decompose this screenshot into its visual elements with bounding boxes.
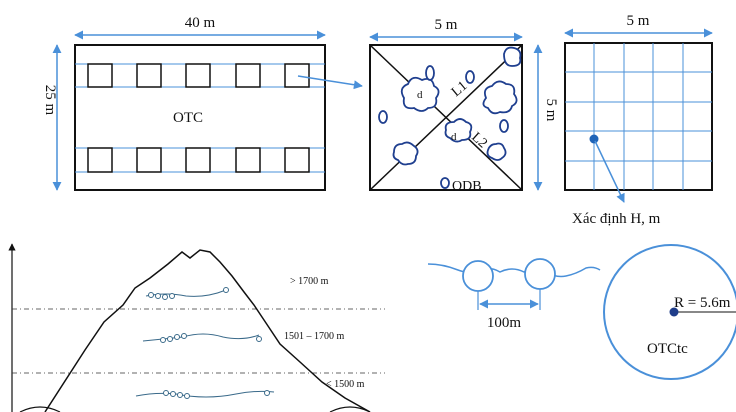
transect-point xyxy=(181,333,187,339)
odb-diameter-label: d xyxy=(451,131,457,143)
grid-caption: Xác định H, m xyxy=(572,211,661,227)
height-grid-panel: 5 m Xác định H, m xyxy=(564,13,713,227)
transect-line-low xyxy=(135,390,275,398)
tree-crown-icon xyxy=(486,142,507,161)
grid-subplot-boundary xyxy=(564,42,713,191)
mountain-base-curve xyxy=(19,406,371,412)
transect-point xyxy=(148,292,154,298)
elevation-panel: > 1700 m 1501 – 1700 m < 1500 m xyxy=(8,243,385,412)
tree-crown-icon xyxy=(503,46,522,67)
tree-crown-icon xyxy=(440,177,450,189)
otc-subplot-row-bottom xyxy=(87,147,310,173)
odb-height-label: 5 m xyxy=(543,99,559,122)
tree-crown-icon xyxy=(392,141,419,166)
otc-height-label: 25 m xyxy=(42,85,58,116)
grid-lines xyxy=(565,43,712,190)
tree-crown-icon xyxy=(425,65,435,81)
odb-distance-label-2: L2 xyxy=(468,130,490,152)
otc-panel: 40 m 25 m OTC xyxy=(42,15,363,191)
transect-point xyxy=(160,337,166,343)
transect-point xyxy=(167,336,173,342)
transect-point xyxy=(184,393,190,399)
mountain-outline xyxy=(44,249,371,412)
otc-subplot-square xyxy=(136,147,162,173)
odb-tree-crowns xyxy=(378,46,522,189)
transect-point xyxy=(163,390,169,396)
odb-diameter-label: d xyxy=(417,89,423,101)
tree-crown-icon xyxy=(499,119,509,133)
odb-panel: 5 m 5 m d d L1 L2 ODB xyxy=(369,17,559,194)
plot-center-point xyxy=(669,307,679,317)
transect-point xyxy=(170,391,176,397)
zone-label-high: > 1700 m xyxy=(290,276,329,287)
transect-point xyxy=(174,334,180,340)
otc-subplot-square xyxy=(284,63,310,88)
tree-crown-icon xyxy=(378,110,388,124)
odb-width-label: 5 m xyxy=(435,17,458,33)
tree-crown-icon xyxy=(444,118,473,143)
survey-transects xyxy=(135,287,275,399)
otc-subplot-square xyxy=(136,63,162,88)
tree-crown-icon xyxy=(482,80,518,115)
measurement-arrow xyxy=(594,140,625,203)
odb-subplot-boundary xyxy=(369,44,523,191)
odb-diagonal xyxy=(369,44,523,191)
odb-subplot-label: ODB xyxy=(452,179,482,194)
otc-plot-boundary xyxy=(74,44,326,191)
zone-label-mid: 1501 – 1700 m xyxy=(284,331,345,342)
transect-point xyxy=(155,293,161,299)
otc-subplot-square xyxy=(284,147,310,173)
otc-subplot-square xyxy=(87,147,113,173)
sample-circle-icon xyxy=(524,258,556,290)
zone-label-low: < 1500 m xyxy=(326,379,365,390)
transect-spacing-panel: 100m xyxy=(427,258,601,331)
transect-point xyxy=(169,293,175,299)
transect-point xyxy=(223,287,229,293)
radius-label: R = 5.6m xyxy=(674,295,731,311)
measurement-point xyxy=(589,134,599,144)
circle-plot-panel: R = 5.6m OTCtc xyxy=(603,244,736,380)
otc-subplot-square xyxy=(87,63,113,88)
otc-subplot-square xyxy=(185,63,211,88)
tree-crown-icon xyxy=(400,76,440,112)
transect-wavy-line xyxy=(427,263,601,278)
transect-point xyxy=(264,390,270,396)
otc-to-odb-arrow xyxy=(297,75,363,90)
tree-crown-icon xyxy=(465,70,475,84)
sample-circle-icon xyxy=(462,260,494,292)
transect-point xyxy=(162,294,168,300)
circle-plot-label: OTCtc xyxy=(647,341,688,357)
spacing-label: 100m xyxy=(487,315,522,331)
transect-point xyxy=(256,336,262,342)
transect-point xyxy=(177,392,183,398)
grid-width-label: 5 m xyxy=(627,13,650,29)
otc-subplot-square xyxy=(185,147,211,173)
otc-subplot-row-top xyxy=(87,63,310,88)
otc-subplot-square xyxy=(235,147,261,173)
otc-width-label: 40 m xyxy=(185,15,216,31)
otc-plot-label: OTC xyxy=(173,110,203,126)
otc-subplot-square xyxy=(235,63,261,88)
